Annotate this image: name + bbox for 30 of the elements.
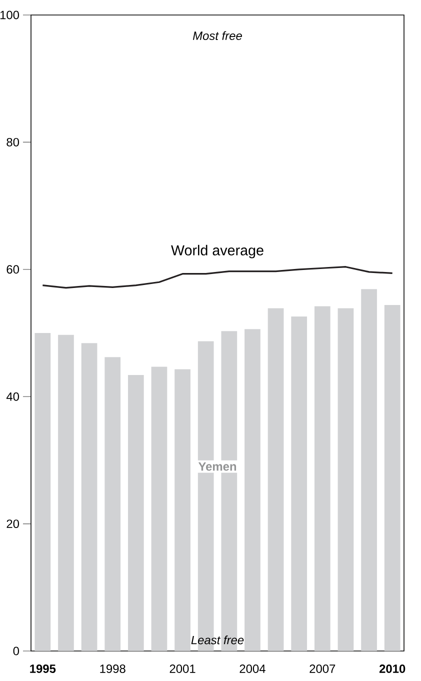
y-tick-label: 40 — [6, 392, 20, 401]
bar — [174, 369, 190, 651]
bar — [128, 374, 144, 651]
annotation: Most free — [192, 31, 242, 40]
bar — [291, 316, 308, 651]
bar — [244, 329, 260, 651]
series-label: World average — [171, 244, 264, 258]
bar — [314, 306, 330, 651]
annotation: Least free — [191, 636, 244, 644]
x-tick-label: 2007 — [310, 664, 336, 673]
bar — [151, 366, 168, 651]
bar — [81, 343, 98, 651]
bar — [338, 308, 354, 651]
x-tick-label: 2010 — [379, 664, 406, 673]
bar — [361, 289, 377, 651]
bar — [268, 308, 284, 651]
series-label: Yemen — [198, 462, 236, 471]
x-tick-label: 1998 — [100, 664, 126, 673]
x-tick-label: 2004 — [240, 664, 266, 673]
y-tick-label: 80 — [6, 138, 20, 146]
bar — [34, 332, 51, 651]
y-tick-label: 0 — [13, 646, 20, 656]
x-tick-label: 1995 — [30, 664, 56, 673]
bar — [58, 334, 74, 651]
bar — [104, 357, 121, 651]
y-tick-label: 60 — [6, 265, 20, 274]
y-tick-label: 100 — [0, 10, 20, 20]
bar — [384, 305, 400, 651]
x-tick-label: 2001 — [170, 664, 196, 673]
y-tick-label: 20 — [6, 520, 20, 528]
